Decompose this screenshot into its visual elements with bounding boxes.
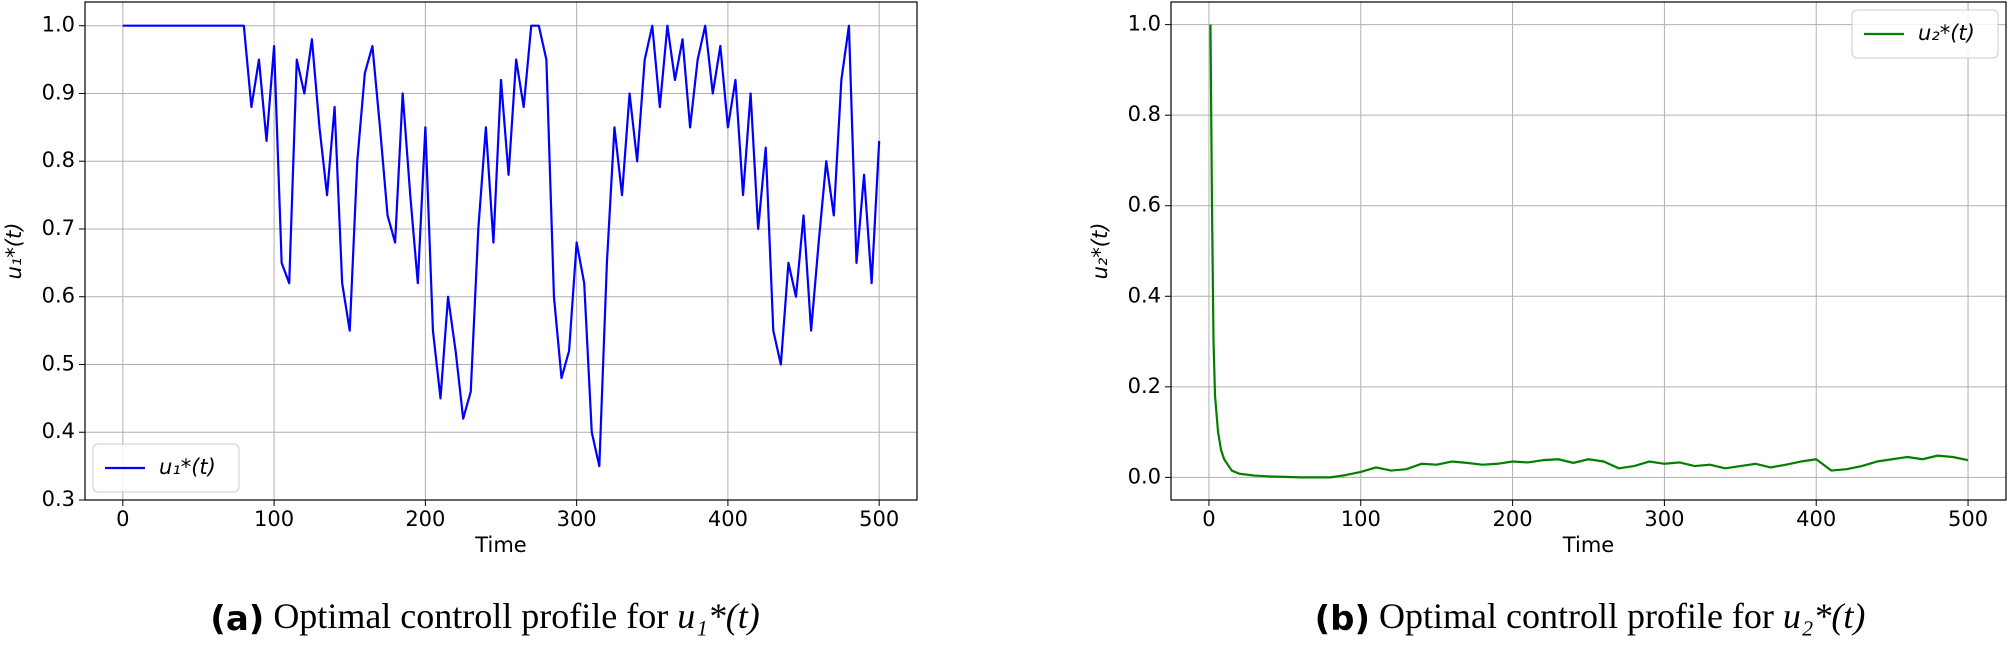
y-axis-label: u₁*(t) [2,223,26,280]
caption: (a) Optimal controll profile for u₁*(t) [210,596,759,638]
y-tick-label: 0.7 [42,216,75,240]
legend-label: u₂*(t) [1918,21,1975,45]
caption: (b) Optimal controll profile for u₂*(t) [1315,596,1866,638]
caption-text: Optimal controll profile for [1379,596,1774,636]
x-tick-label: 500 [859,507,899,531]
y-tick-label: 0.8 [1128,102,1161,126]
x-axis-label: Time [474,533,526,557]
y-tick-label: 0.5 [42,351,75,375]
y-tick-label: 1.0 [42,13,75,37]
y-tick-label: 0.8 [42,148,75,172]
x-tick-label: 300 [1644,507,1684,531]
caption-math: u₂*(t) [1783,596,1866,636]
caption-math: u₁*(t) [677,596,760,636]
x-tick-label: 500 [1948,507,1988,531]
caption-text: Optimal controll profile for [273,596,668,636]
x-axis-label: Time [1562,533,1614,557]
x-tick-label: 300 [557,507,597,531]
legend-label: u₁*(t) [159,455,216,479]
x-tick-label: 0 [1202,507,1215,531]
y-tick-label: 0.9 [42,80,75,104]
legend-box [1851,9,1999,59]
y-tick-label: 0.2 [1128,374,1161,398]
x-tick-label: 400 [708,507,748,531]
y-tick-label: 0.6 [42,284,75,308]
y-tick-label: 1.0 [1128,12,1161,36]
x-tick-label: 200 [405,507,445,531]
plot-frame [1170,1,2007,501]
y-tick-label: 0.3 [42,487,75,511]
x-tick-label: 100 [254,507,294,531]
plot-frame [84,1,918,501]
caption-label: (b) [1315,599,1370,639]
legend-box [92,443,240,493]
y-tick-label: 0.0 [1128,464,1161,488]
data-line [122,24,881,468]
caption-label: (a) [210,599,264,639]
x-tick-label: 400 [1796,507,1836,531]
y-tick-label: 0.4 [42,419,75,443]
x-tick-label: 200 [1493,507,1533,531]
data-line [1209,24,1969,479]
x-tick-label: 0 [116,507,129,531]
y-tick-label: 0.6 [1128,193,1161,217]
y-tick-label: 0.4 [1128,283,1161,307]
y-axis-label: u₂*(t) [1088,223,1112,280]
x-tick-label: 100 [1341,507,1381,531]
